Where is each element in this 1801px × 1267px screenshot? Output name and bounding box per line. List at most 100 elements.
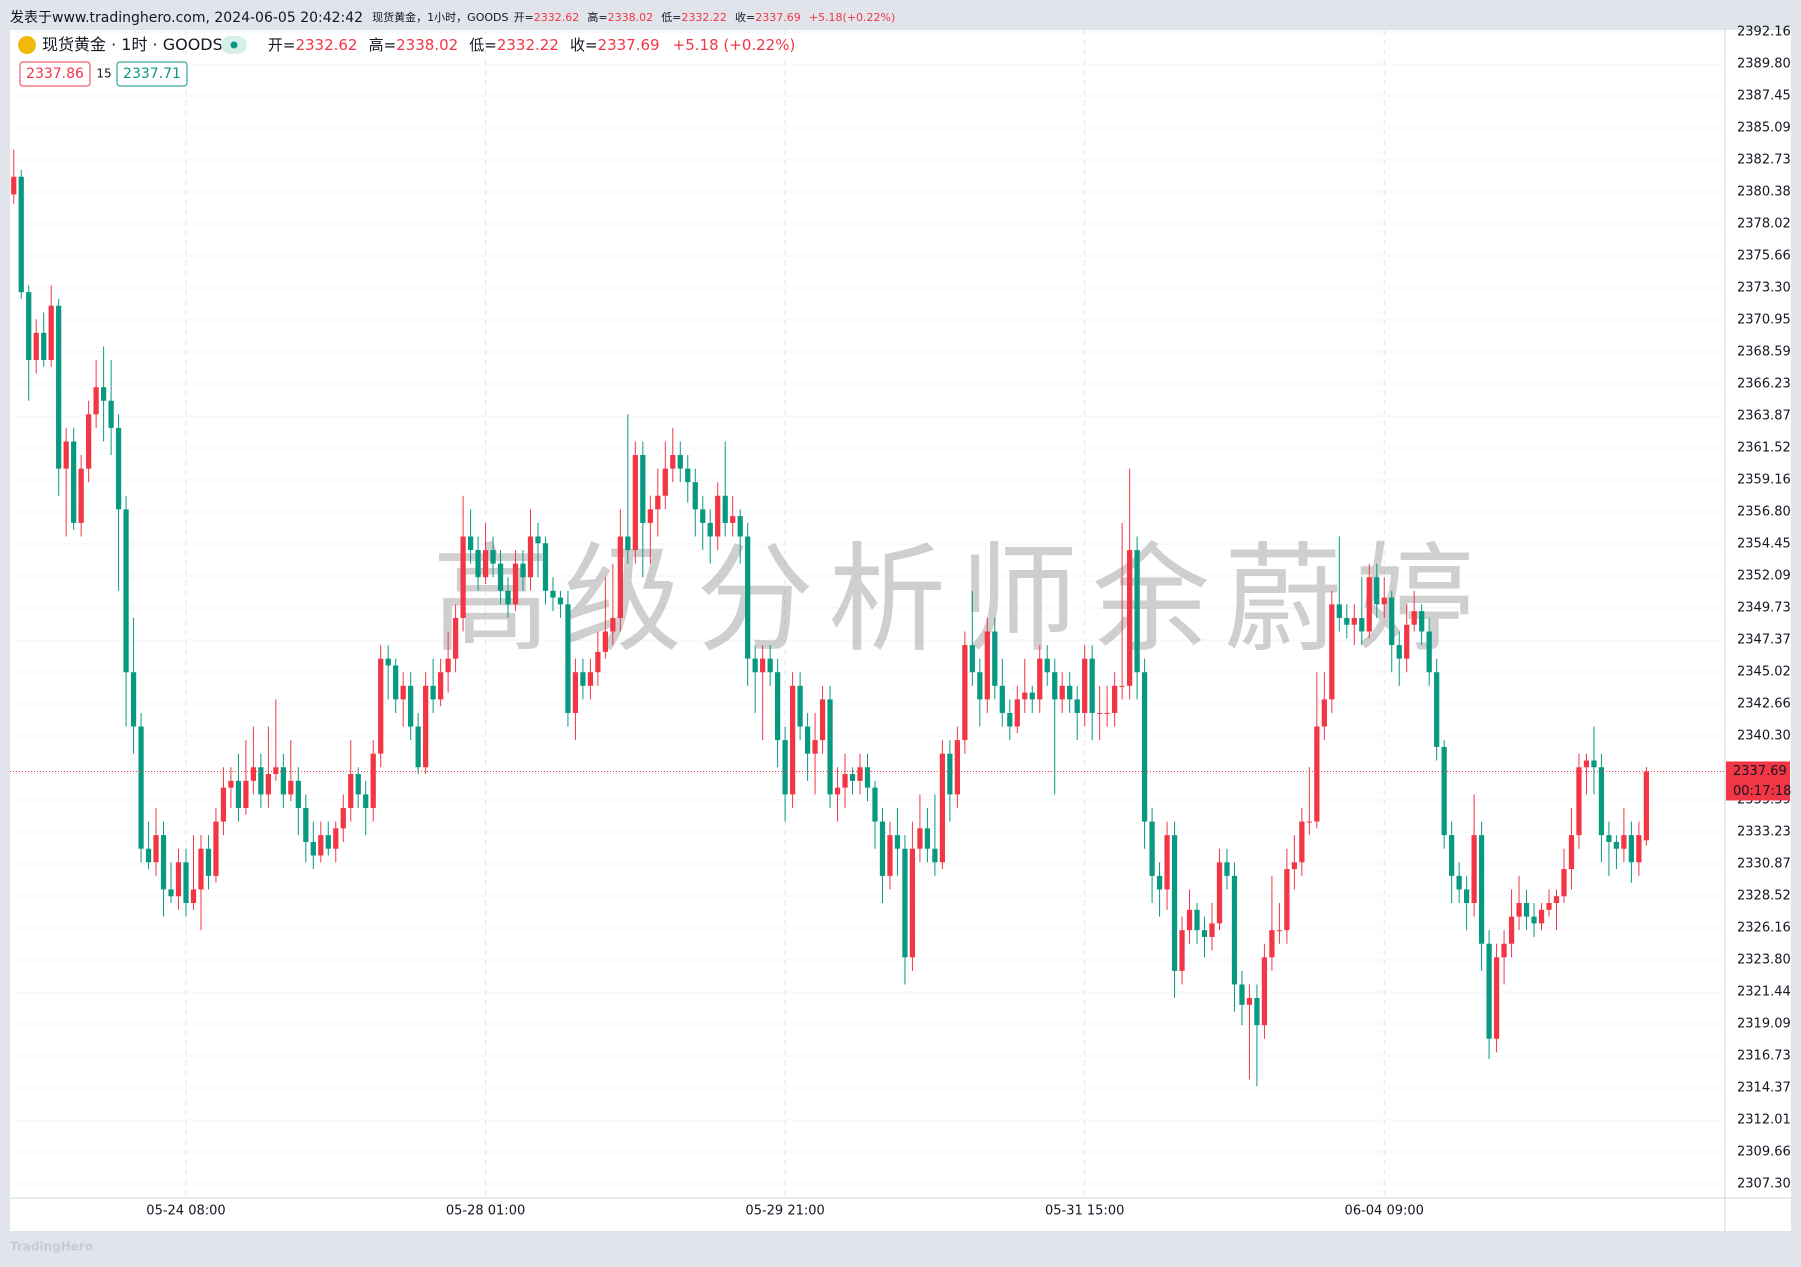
candle-body <box>1314 726 1320 822</box>
candle-body <box>842 774 848 788</box>
candle-body <box>1366 577 1372 632</box>
candle-body <box>348 774 354 808</box>
candle-body <box>1074 699 1080 713</box>
candle-body <box>1538 909 1545 924</box>
candle-body <box>482 550 489 578</box>
candle-body <box>63 441 69 469</box>
candle-body <box>370 753 376 808</box>
candle-body <box>325 835 331 849</box>
y-tick-label: 2389.80 <box>1737 57 1791 72</box>
candle-body <box>894 835 901 849</box>
buy-box[interactable] <box>116 61 188 87</box>
y-tick-label: 2370.95 <box>1737 312 1791 327</box>
candle-body <box>41 332 47 361</box>
candle-body <box>108 400 114 428</box>
candle-body <box>1583 760 1590 768</box>
candle-body <box>1486 943 1492 1039</box>
high-label: 高= <box>369 36 397 54</box>
brand: TradingHero <box>10 1240 93 1254</box>
sell-box[interactable] <box>19 61 91 87</box>
candle-body <box>1224 862 1230 876</box>
y-tick-label: 2333.23 <box>1737 825 1791 840</box>
candle-body <box>430 685 436 700</box>
candle-body <box>572 672 579 713</box>
candle-body <box>168 889 174 897</box>
y-tick-label: 2321.44 <box>1737 985 1791 1000</box>
candle-body <box>130 672 137 727</box>
open-value: 2332.62 <box>534 11 580 24</box>
candle-body <box>153 835 159 863</box>
candle-body <box>1456 875 1462 890</box>
candle-body <box>752 658 758 673</box>
candle-body <box>1216 862 1223 924</box>
candle-body <box>610 617 616 632</box>
y-tick-label: 2368.59 <box>1737 345 1791 360</box>
candle-body <box>1471 835 1477 904</box>
candle-body <box>1523 903 1530 917</box>
candle-body <box>1546 903 1552 910</box>
summary: 现货黄金，1小时，GOODS <box>372 10 508 24</box>
legend-line: 现货黄金 · 1时 · GOODS 开=2332.62 高=2338.02 低=… <box>42 35 795 54</box>
candle-body <box>1441 746 1447 836</box>
candle-body <box>700 509 706 523</box>
candle-body <box>1553 896 1560 904</box>
candle-body <box>857 767 863 781</box>
candle-body <box>864 767 871 788</box>
candle-body <box>775 672 781 741</box>
candle-body <box>1306 821 1312 823</box>
candle-body <box>954 740 960 795</box>
y-tick-label: 2354.45 <box>1737 536 1791 551</box>
close-value: 2337.69 <box>755 11 801 24</box>
candle-body <box>56 305 62 469</box>
candle-body <box>1209 923 1215 937</box>
candle-body <box>220 787 227 822</box>
candle-body <box>18 176 24 293</box>
status-dot <box>230 41 238 49</box>
candle-body <box>625 536 631 551</box>
candle-body <box>1022 692 1028 700</box>
candle-body <box>467 536 474 551</box>
candle-body <box>505 590 511 605</box>
candle-body <box>355 774 361 795</box>
candle-body <box>1434 672 1440 747</box>
candle-body <box>1613 841 1620 849</box>
candle-body <box>879 821 886 876</box>
y-tick-label: 2392.16 <box>1737 25 1791 40</box>
grid <box>10 30 1725 1198</box>
candle-body <box>378 658 384 754</box>
candle-body <box>1246 998 1253 1005</box>
candle-body <box>767 658 773 673</box>
candle-body <box>1628 835 1635 863</box>
candle-body <box>1598 767 1605 836</box>
candle-body <box>730 516 736 523</box>
candle-body <box>1104 712 1110 714</box>
candle-body <box>1164 835 1170 890</box>
candle-body <box>969 645 975 673</box>
close-label: 收= <box>735 10 755 24</box>
open-label: 开= <box>514 11 534 24</box>
candle-body <box>408 685 414 727</box>
candle-body <box>258 767 264 795</box>
candle-body <box>295 780 301 808</box>
candle-body <box>303 807 309 842</box>
candle-body <box>1254 998 1260 1026</box>
candle-body <box>580 672 586 686</box>
candle-body <box>887 835 893 876</box>
candle-body <box>939 753 946 863</box>
x-tick-label: 06-04 09:00 <box>1345 1204 1424 1219</box>
candle-body <box>1411 611 1417 625</box>
candle-body <box>1501 943 1507 958</box>
candle-body <box>228 780 234 788</box>
candle-body <box>1464 889 1470 904</box>
candle-body <box>692 482 698 510</box>
candle-body <box>550 590 556 598</box>
candle-body <box>123 509 129 673</box>
candle-body <box>902 848 908 958</box>
candle-body <box>1531 916 1537 924</box>
x-tick-label: 05-29 21:00 <box>745 1204 824 1219</box>
candle-body <box>1493 957 1500 1039</box>
candle-body <box>1449 835 1455 876</box>
y-tick-label: 2387.45 <box>1737 88 1791 103</box>
close-value: 2337.69 <box>598 36 660 54</box>
candle-body <box>1389 597 1395 646</box>
